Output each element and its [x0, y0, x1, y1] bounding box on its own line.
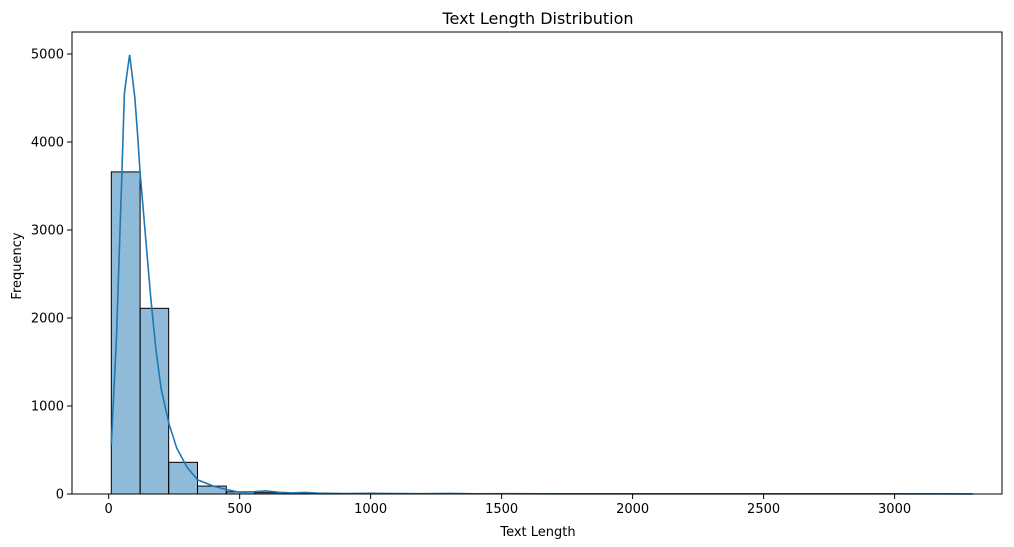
histogram-bar-3 [196, 485, 227, 495]
x-axis-label: Text Length [499, 525, 575, 540]
axes: 0 500 1000 1500 2000 2500 3000 0 1000 2000 3000 400… [31, 31, 1003, 517]
y-tick-label: 4000 [31, 136, 64, 151]
plot-frame [71, 31, 1003, 495]
x-tick-label: 2000 [616, 502, 649, 517]
y-axis-label: Frequency [10, 232, 25, 299]
histogram-bar-0 [110, 171, 141, 495]
x-tick-label: 1000 [354, 502, 387, 517]
chart-title: Text Length Distribution [441, 9, 633, 28]
x-tick-label: 2500 [747, 502, 780, 517]
y-tick-label: 0 [56, 488, 64, 503]
histogram-bars [110, 171, 974, 495]
histogram-bar-2 [168, 461, 198, 495]
y-tick-label: 5000 [31, 48, 64, 63]
x-tick-label: 3000 [878, 502, 911, 517]
kde-line [110, 54, 973, 495]
y-tick-label: 2000 [31, 312, 64, 327]
y-tick-label: 1000 [31, 400, 64, 415]
x-tick-label: 1500 [485, 502, 518, 517]
y-tick-label: 3000 [31, 224, 64, 239]
x-tick-label: 500 [227, 502, 252, 517]
x-tick-label: 0 [105, 502, 113, 517]
